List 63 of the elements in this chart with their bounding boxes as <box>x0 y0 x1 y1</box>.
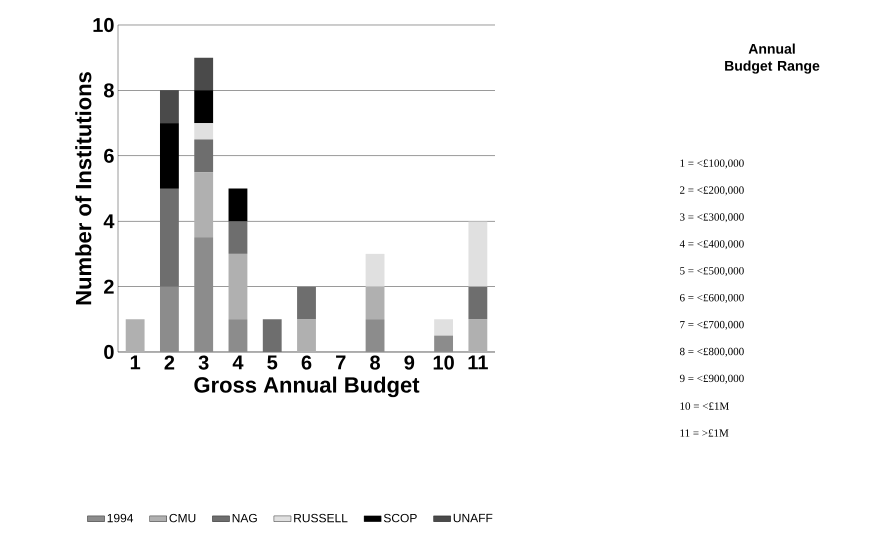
bar <box>228 254 248 320</box>
legend-label: CMU <box>170 514 196 522</box>
bar <box>160 188 179 287</box>
x-tick-label: 2 <box>164 356 174 370</box>
bar <box>194 238 214 352</box>
legend-label: SCOP <box>384 514 417 522</box>
y-tick-label: 0 <box>104 344 114 360</box>
bar <box>366 254 384 287</box>
bar <box>366 286 384 320</box>
x-axis-title: Gross Annual Budget <box>194 376 420 398</box>
legend-label: 1994 <box>108 514 134 522</box>
text: 3 = <£300,000 <box>680 213 744 222</box>
x-tick-label: 8 <box>370 356 380 370</box>
bar <box>366 319 384 352</box>
text: 4 = <£400,000 <box>680 240 744 250</box>
bar <box>160 123 179 188</box>
bar <box>434 336 454 352</box>
bar <box>228 188 248 222</box>
text: 8 = <£800,000 <box>680 348 744 357</box>
bar <box>468 221 488 287</box>
y-tick-label: 8 <box>104 83 114 98</box>
text: 6 = <£600,000 <box>680 294 744 303</box>
bar <box>160 90 179 124</box>
text: 7 = <£700,000 <box>680 320 744 330</box>
bar <box>297 319 316 352</box>
bar <box>194 139 214 172</box>
text: 9 = <£900,000 <box>680 374 744 384</box>
legend-label: UNAFF <box>454 514 492 522</box>
bar <box>194 90 214 124</box>
bar <box>160 286 179 352</box>
y-axis-title: Number of Institutions <box>75 72 92 304</box>
bar <box>228 319 248 352</box>
x-tick-label: 11 <box>468 356 488 370</box>
text: 11 = >£1M <box>680 429 728 437</box>
x-tick-label: 6 <box>302 356 312 370</box>
bar <box>194 58 214 90</box>
x-tick-label: 10 <box>434 356 454 370</box>
bar <box>194 172 214 238</box>
bar <box>434 319 454 336</box>
text: 5 = <£500,000 <box>680 267 744 276</box>
bar <box>297 286 316 320</box>
text: 10 = <£1M <box>680 402 729 410</box>
x-tick-label: 7 <box>336 356 346 370</box>
y-tick-label: 6 <box>104 148 114 163</box>
bar <box>194 123 214 140</box>
x-tick-label: 3 <box>198 356 209 370</box>
x-tick-label: 1 <box>130 356 140 370</box>
bar <box>262 319 282 352</box>
text: Annual Budget Range <box>725 44 820 74</box>
x-tick-label: 5 <box>267 356 278 370</box>
legend-label: RUSSELL <box>294 514 348 522</box>
bar <box>126 319 145 352</box>
x-tick-label: 9 <box>404 356 414 370</box>
bar <box>468 286 488 320</box>
x-tick-label: 4 <box>232 356 244 370</box>
text: 2 = <£200,000 <box>680 186 744 196</box>
bar <box>228 221 248 254</box>
legend-label: NAG <box>232 514 257 522</box>
y-tick-label: 4 <box>104 214 114 228</box>
y-tick-label: 10 <box>93 18 114 32</box>
y-tick-label: 2 <box>104 280 114 294</box>
bar <box>468 319 488 352</box>
text: 1 = <£100,000 <box>680 159 744 168</box>
